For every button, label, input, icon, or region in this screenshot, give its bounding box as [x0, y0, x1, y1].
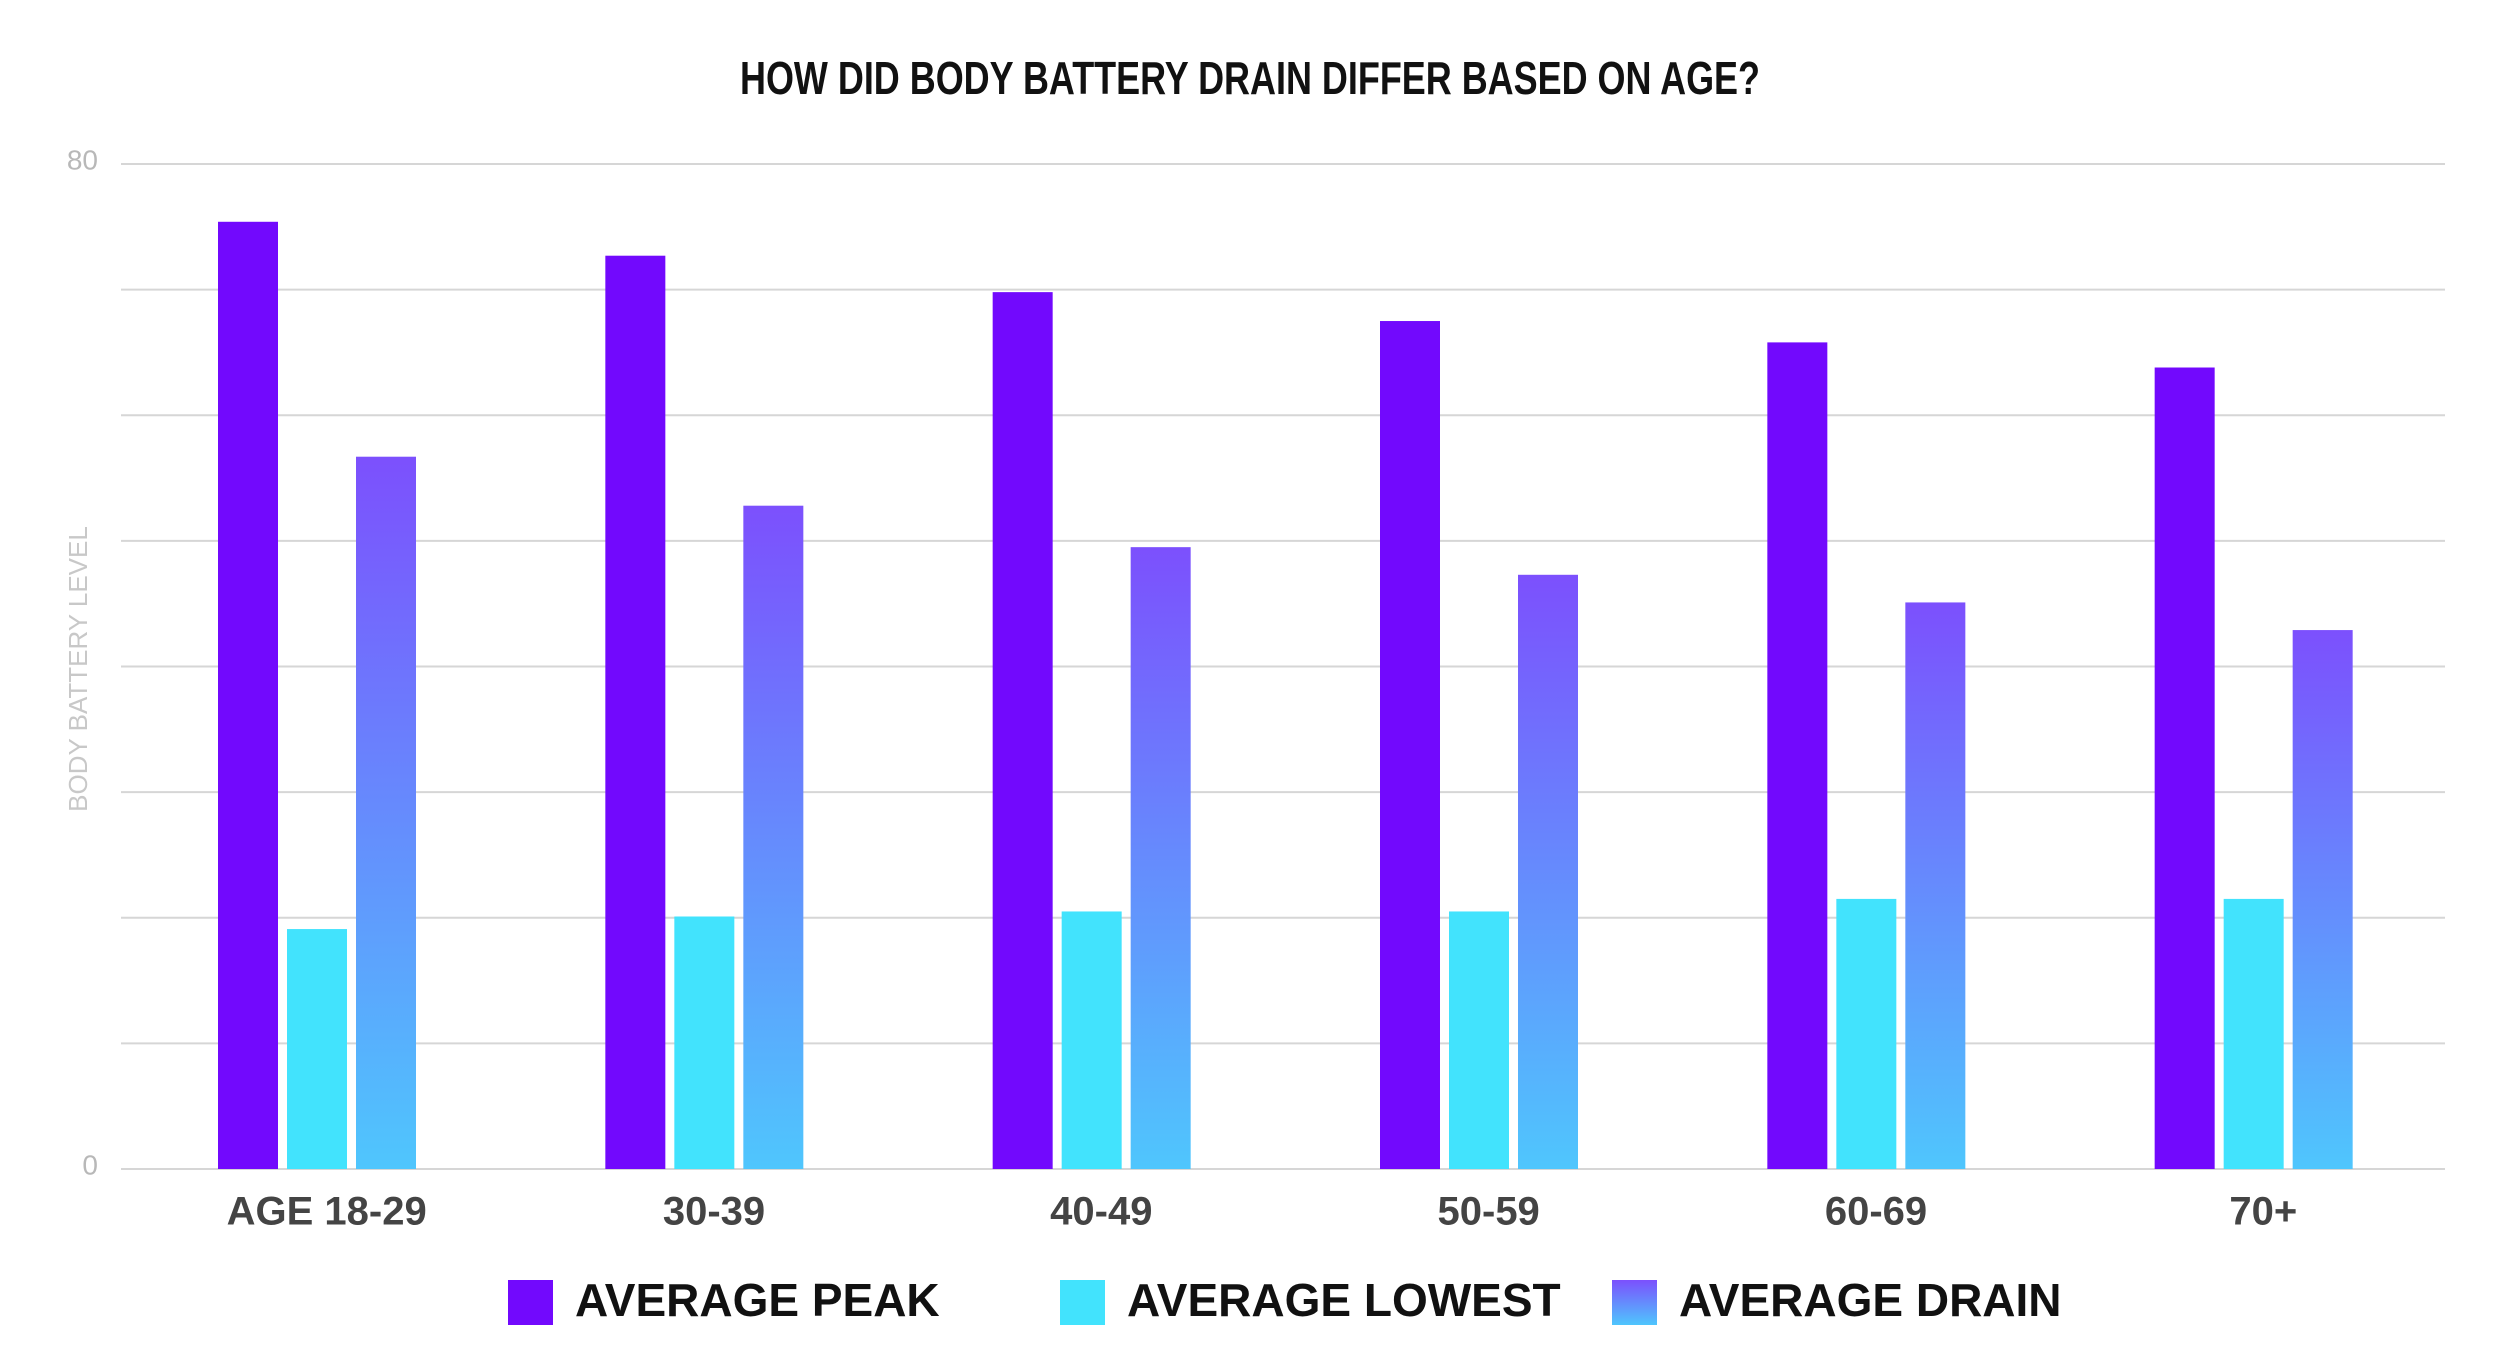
bar	[1518, 574, 1578, 1169]
y-axis-label: BODY BATTERY LEVEL	[63, 526, 93, 812]
x-tick-label: 50-59	[1438, 1190, 1540, 1234]
x-tick-label: 70+	[2229, 1190, 2297, 1234]
y-tick-label: 0	[82, 1149, 98, 1180]
legend-label: AVERAGE DRAIN	[1679, 1274, 2062, 1326]
bar	[674, 916, 735, 1169]
bar	[605, 255, 666, 1170]
legend-label: AVERAGE LOWEST	[1127, 1274, 1561, 1326]
bar	[287, 929, 347, 1169]
legend-swatch	[1060, 1280, 1105, 1325]
bar	[356, 456, 416, 1169]
bar	[1449, 911, 1509, 1169]
chart-title: HOW DID BODY BATTERY DRAIN DIFFER BASED …	[740, 52, 1760, 104]
x-tick-label: 40-49	[1050, 1190, 1152, 1234]
x-tick-label: 60-69	[1825, 1190, 1927, 1234]
y-tick-label: 80	[67, 144, 98, 175]
legend-label: AVERAGE PEAK	[575, 1274, 940, 1326]
bar	[1130, 547, 1191, 1169]
x-tick-label: 30-39	[663, 1190, 765, 1234]
bar	[1767, 342, 1828, 1169]
bar	[2292, 630, 2353, 1169]
bar	[2223, 898, 2284, 1169]
bar	[218, 221, 278, 1170]
bar	[1836, 898, 1897, 1169]
bar	[743, 505, 804, 1169]
bar	[1380, 321, 1440, 1169]
bar	[992, 292, 1053, 1169]
bar	[2154, 367, 2215, 1169]
legend-swatch	[508, 1280, 553, 1325]
legend-swatch	[1612, 1280, 1657, 1325]
bar	[1061, 911, 1122, 1169]
bar	[1905, 602, 1966, 1169]
x-tick-label: AGE 18-29	[227, 1190, 427, 1234]
